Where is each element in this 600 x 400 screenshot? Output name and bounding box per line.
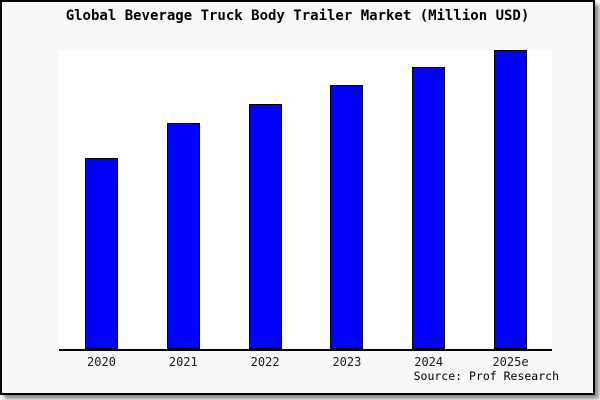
bar-2021	[166, 123, 200, 349]
bar-2024	[412, 67, 446, 349]
bar-2020	[85, 158, 118, 349]
x-tick-label-2023: 2023	[332, 355, 362, 369]
x-tick-label-2024: 2024	[414, 355, 444, 369]
bar-2022	[248, 104, 282, 349]
source-note: Source: Prof Research	[413, 369, 559, 383]
chart-frame: Global Beverage Truck Body Trailer Marke…	[0, 0, 595, 395]
plot-area	[59, 50, 552, 351]
bar-2023	[330, 85, 364, 349]
x-tick-label-2020: 2020	[87, 355, 116, 369]
chart-title: Global Beverage Truck Body Trailer Marke…	[65, 8, 530, 24]
x-tick-label-2025e: 2025e	[492, 355, 529, 369]
bar-2025e	[494, 50, 527, 349]
x-tick-label-2022: 2022	[250, 355, 280, 369]
x-tick-label-2021: 2021	[168, 355, 198, 369]
